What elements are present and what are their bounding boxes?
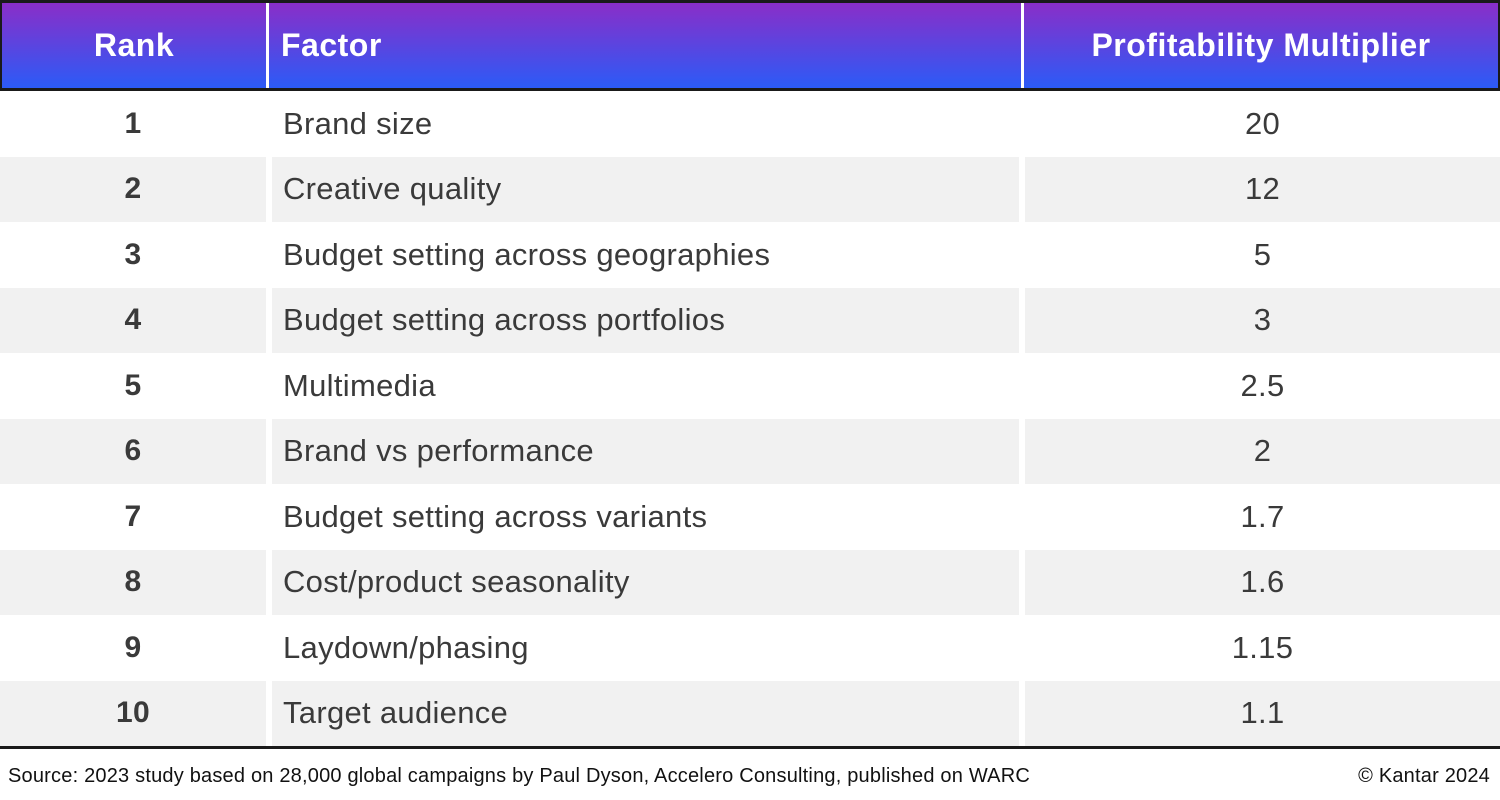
copyright: © Kantar 2024	[1358, 765, 1490, 787]
factor-cell: Target audience	[272, 680, 1019, 746]
rank-cell: 10	[0, 680, 266, 746]
table-header: Rank Factor Profitability Multiplier	[0, 0, 1500, 91]
footer: Source: 2023 study based on 28,000 globa…	[0, 749, 1500, 788]
table-row: 4 Budget setting across portfolios 3	[0, 287, 1500, 353]
header-column-divider	[1021, 3, 1024, 88]
factor-cell: Budget setting across variants	[272, 484, 1019, 550]
factor-cell: Brand size	[272, 91, 1019, 157]
factor-cell: Cost/product seasonality	[272, 549, 1019, 615]
factor-cell: Multimedia	[272, 353, 1019, 419]
rank-cell: 4	[0, 287, 266, 353]
table-row: 5 Multimedia 2.5	[0, 353, 1500, 419]
table-body: 1 Brand size 20 2 Creative quality 12 3 Budget …	[0, 91, 1500, 746]
multiplier-cell: 2.5	[1025, 353, 1500, 419]
column-header-factor: Factor	[281, 27, 382, 63]
source-note: Source: 2023 study based on 28,000 globa…	[8, 765, 1030, 787]
factor-cell: Laydown/phasing	[272, 615, 1019, 681]
multiplier-cell: 2	[1025, 418, 1500, 484]
column-header-rank: Rank	[93, 27, 175, 63]
table-row: 2 Creative quality 12	[0, 156, 1500, 222]
multiplier-cell: 12	[1025, 156, 1500, 222]
rank-cell: 7	[0, 484, 266, 550]
table-row: 10 Target audience 1.1	[0, 680, 1500, 746]
rank-cell: 2	[0, 156, 266, 222]
rank-cell: 8	[0, 549, 266, 615]
column-header-profitability-multiplier: Profitability Multiplier	[1091, 27, 1431, 63]
multiplier-cell: 5	[1025, 222, 1500, 288]
multiplier-cell: 1.1	[1025, 680, 1500, 746]
rank-cell: 1	[0, 91, 266, 157]
rank-cell: 9	[0, 615, 266, 681]
multiplier-cell: 1.6	[1025, 549, 1500, 615]
factor-cell: Budget setting across geographies	[272, 222, 1019, 288]
header-column-divider	[266, 3, 269, 88]
rank-cell: 5	[0, 353, 266, 419]
multiplier-cell: 1.15	[1025, 615, 1500, 681]
multiplier-cell: 1.7	[1025, 484, 1500, 550]
table-bottom-border	[0, 746, 1500, 749]
rank-cell: 6	[0, 418, 266, 484]
table-row: 3 Budget setting across geographies 5	[0, 222, 1500, 288]
multiplier-cell: 20	[1025, 91, 1500, 157]
factor-cell: Budget setting across portfolios	[272, 287, 1019, 353]
multiplier-cell: 3	[1025, 287, 1500, 353]
table-row: 7 Budget setting across variants 1.7	[0, 484, 1500, 550]
table-row: 6 Brand vs performance 2	[0, 418, 1500, 484]
factor-cell: Brand vs performance	[272, 418, 1019, 484]
rank-cell: 3	[0, 222, 266, 288]
table-row: 9 Laydown/phasing 1.15	[0, 615, 1500, 681]
table-row: 8 Cost/product seasonality 1.6	[0, 549, 1500, 615]
factor-cell: Creative quality	[272, 156, 1019, 222]
table-row: 1 Brand size 20	[0, 91, 1500, 157]
